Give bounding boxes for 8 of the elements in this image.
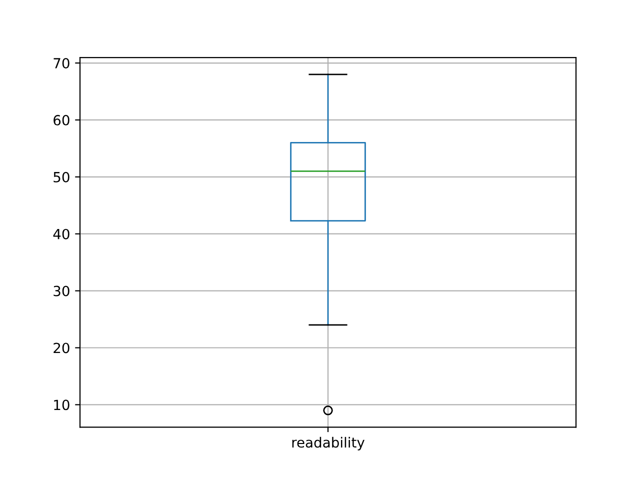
y-tick-label: 50 [54, 172, 70, 182]
x-tick-label: readability [292, 436, 365, 450]
y-tick-label: 30 [54, 286, 70, 296]
y-tick-label: 20 [54, 342, 70, 354]
y-tick-label: 40 [53, 228, 70, 240]
y-tick-label: 60 [54, 114, 70, 126]
y-tick-label: 70 [54, 58, 70, 68]
y-tick-label: 10 [54, 400, 70, 410]
